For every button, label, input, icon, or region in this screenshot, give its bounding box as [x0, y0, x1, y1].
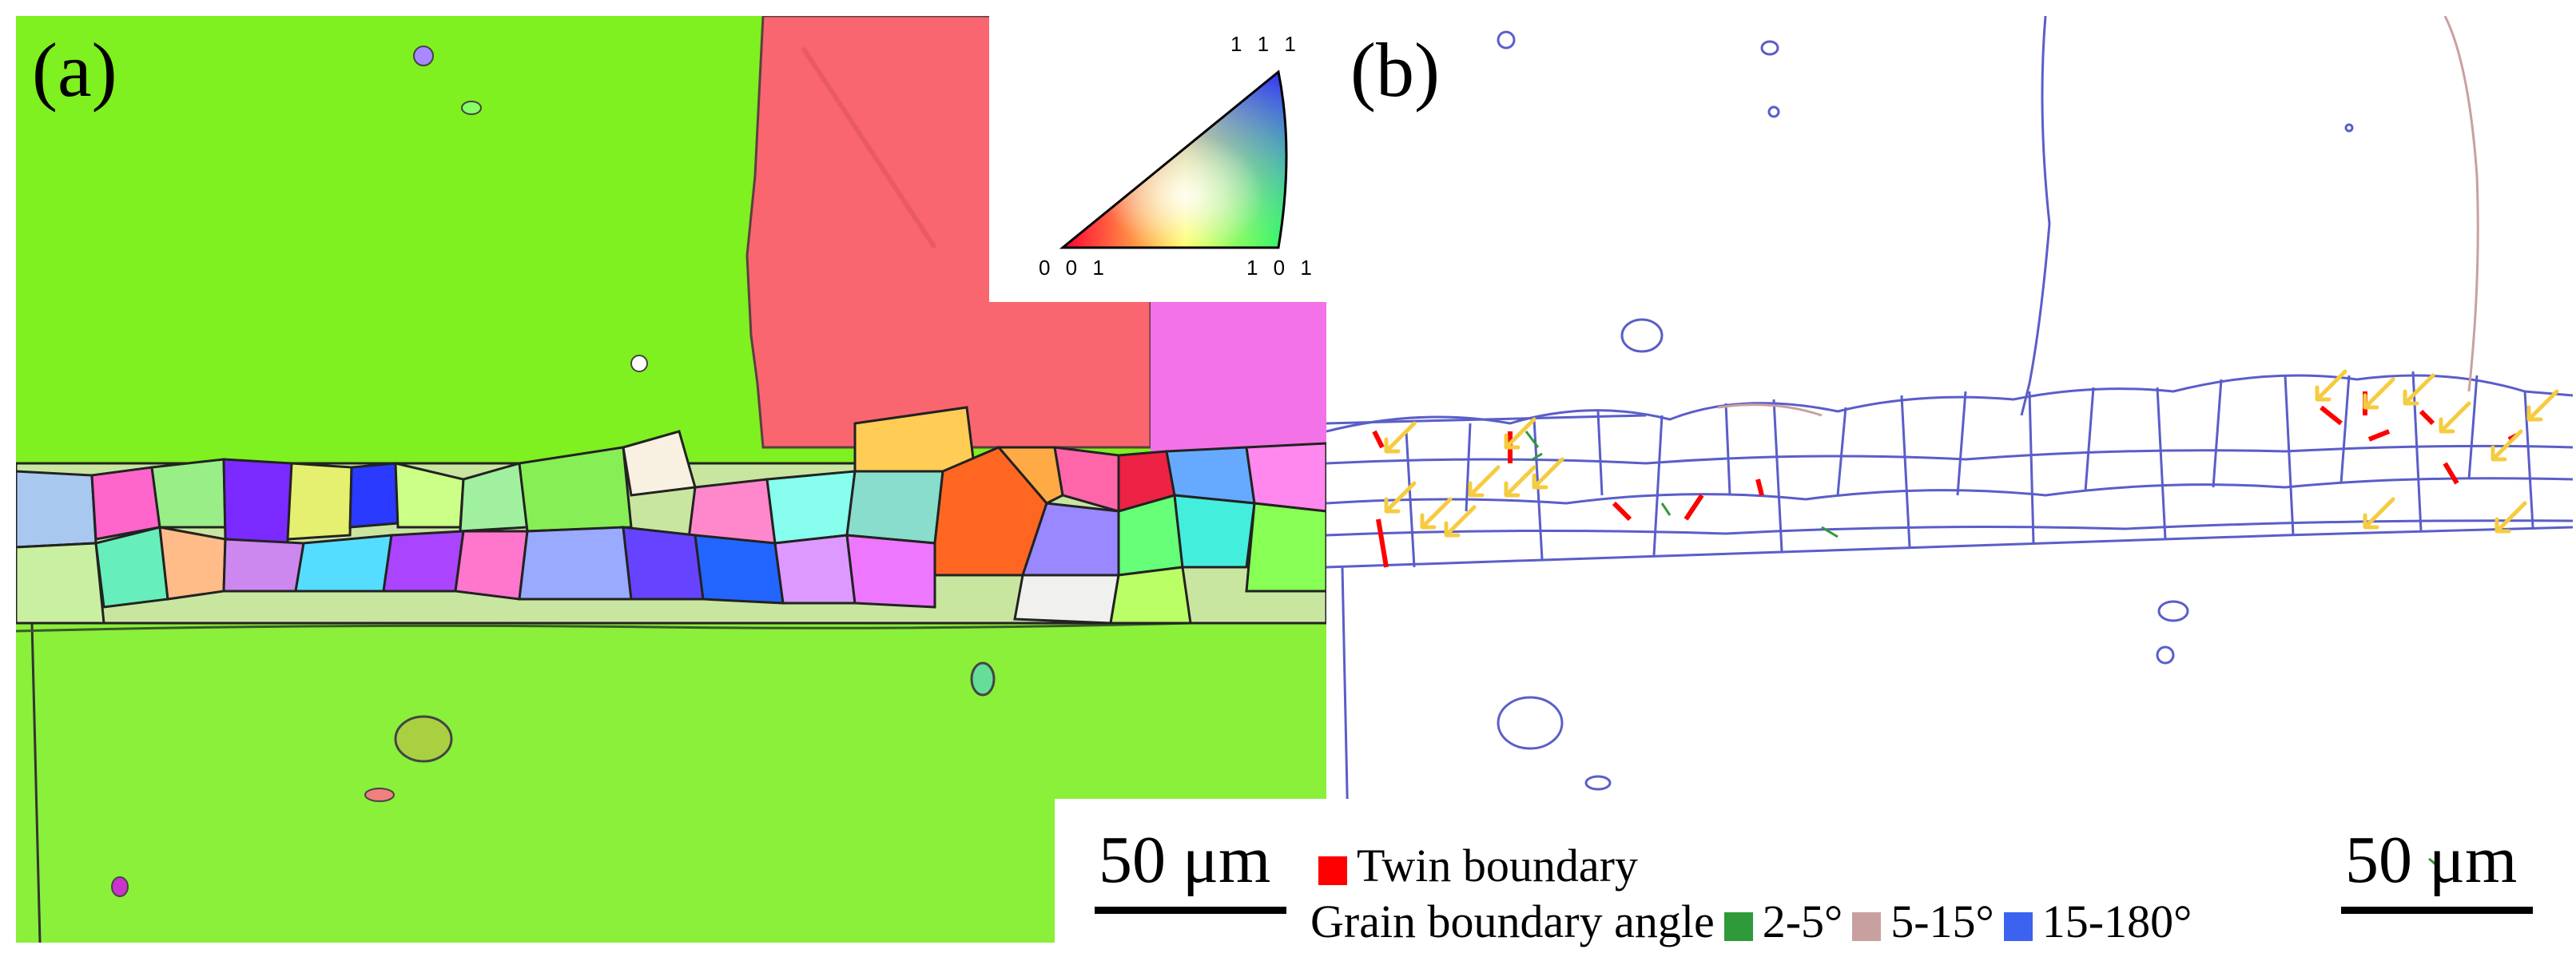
panel-b-label: (b): [1350, 27, 1440, 113]
fine-grain-band: [16, 406, 1326, 625]
twin-swatch: [1318, 856, 1347, 885]
gb-label-3: 15-180°: [2041, 895, 2192, 947]
gb-swatch-1: [1723, 911, 1753, 941]
grain-boundary-map: [1326, 16, 2573, 943]
gb-label-1: 2-5°: [1762, 895, 1843, 947]
ipf-label-111: 1 1 1: [1230, 32, 1301, 56]
panel-a-label: (a): [32, 27, 117, 113]
legend-twin: Twin boundary: [1318, 843, 1638, 889]
ipf-color-key: [1059, 69, 1288, 249]
twin-label: Twin boundary: [1357, 840, 1638, 892]
ipf-label-101: 1 0 1: [1246, 256, 1317, 280]
gb-swatch-3: [2003, 911, 2033, 941]
legend-grain-boundary: Grain boundary angle 2-5° 5-15° 15-180°: [1310, 899, 2192, 945]
scale-bar-right-label: 50 μm: [2345, 823, 2518, 897]
gb-swatch-2: [1852, 911, 1882, 941]
scale-bar-left-label: 50 μm: [1099, 823, 1271, 897]
scale-bar-left: [1095, 907, 1286, 914]
ipf-label-001: 0 0 1: [1039, 256, 1109, 280]
gb-label-2: 5-15°: [1890, 895, 1994, 947]
gb-title: Grain boundary angle: [1310, 895, 1715, 947]
scale-bar-right: [2341, 907, 2533, 914]
